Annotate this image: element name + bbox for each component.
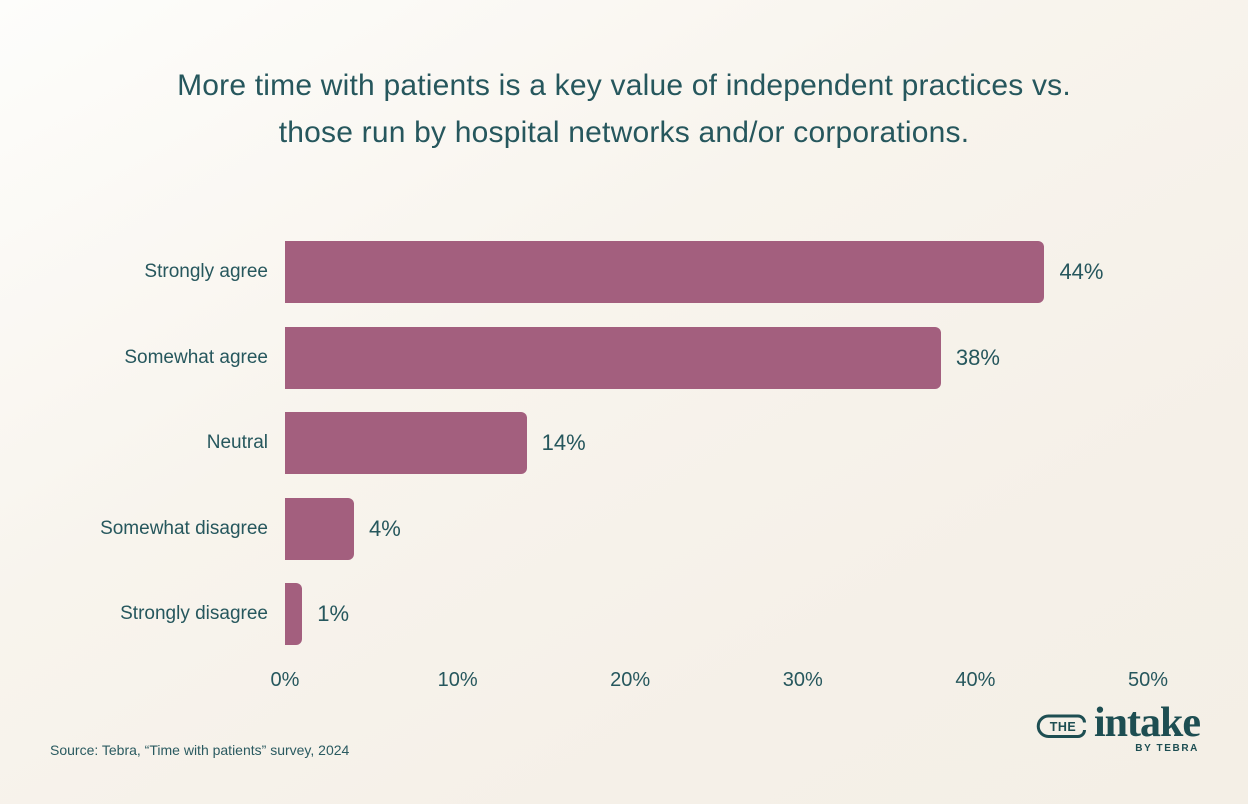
x-tick-label: 0%	[270, 668, 300, 691]
logo-intake-text: intake	[1093, 700, 1201, 747]
chart-row: Strongly agree 44%	[0, 241, 1248, 303]
bar	[285, 326, 941, 389]
value-label: 44%	[1059, 259, 1104, 284]
bar-track: 1%	[285, 583, 1148, 645]
value-label: 38%	[955, 344, 1000, 370]
logo-wordmark: THE intake	[1035, 700, 1201, 747]
x-axis: 0% 10% 20% 30% 40% 50%	[271, 668, 1168, 697]
chart-title: More time with patients is a key value o…	[177, 69, 1071, 150]
x-tick-label: 40%	[955, 668, 996, 691]
bar-chart: Strongly agree 44% Somewhat agree 38% Neutra…	[0, 241, 1248, 697]
chart-row: Somewhat agree 38%	[0, 326, 1248, 389]
category-label: Somewhat disagree	[100, 517, 268, 539]
value-label: 14%	[541, 430, 586, 455]
bar-track: 44%	[285, 241, 1148, 303]
bar-track: 4%	[285, 497, 1148, 560]
bar-chart-rows: Strongly agree 44% Somewhat agree 38% Neutra…	[0, 241, 1248, 645]
x-tick-label: 20%	[610, 668, 651, 691]
x-tick-label: 50%	[1127, 668, 1169, 691]
chart-row: Strongly disagree 1%	[0, 583, 1248, 645]
category-label: Neutral	[206, 432, 268, 453]
logo-the-text: THE	[1050, 720, 1077, 734]
bar	[285, 412, 527, 474]
bar	[285, 497, 355, 560]
chart-row: Somewhat disagree 4%	[0, 497, 1248, 560]
category-label: Strongly disagree	[120, 603, 268, 624]
category-label: Somewhat agree	[124, 346, 268, 368]
category-label: Strongly agree	[144, 261, 268, 282]
the-intake-logo: THE intake BY TEBRA	[1035, 700, 1201, 754]
source-note: Source: Tebra, “Time with patients” surv…	[50, 742, 350, 758]
value-label: 1%	[317, 601, 350, 626]
chart-row: Neutral 14%	[0, 412, 1248, 474]
bar	[285, 583, 303, 645]
value-label: 4%	[369, 515, 401, 541]
logo-byline: BY TEBRA	[1135, 743, 1199, 754]
bar	[285, 241, 1045, 303]
x-tick-label: 10%	[437, 668, 478, 691]
x-tick-label: 30%	[782, 668, 823, 691]
bar-track: 38%	[285, 326, 1148, 389]
the-pill-badge-icon: THE	[1036, 714, 1086, 738]
bar-track: 14%	[285, 412, 1148, 474]
